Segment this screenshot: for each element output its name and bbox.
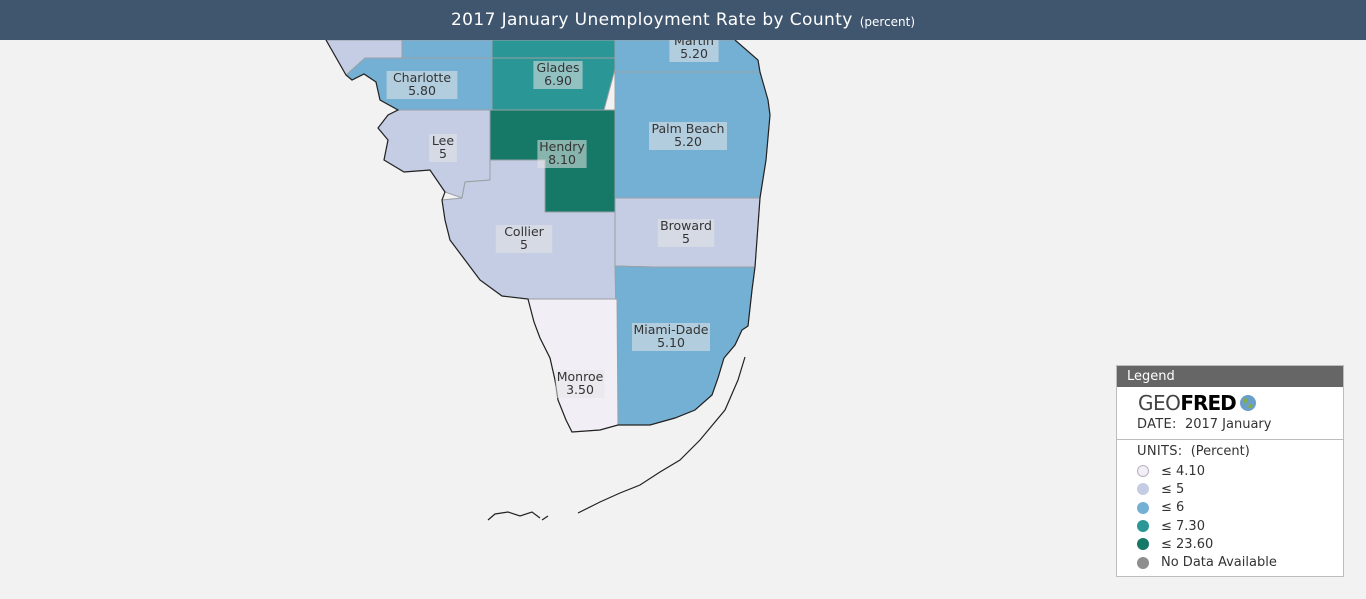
label-background — [429, 134, 457, 162]
county-value: 5 — [520, 237, 528, 252]
map-title-bar: 2017 January Unemployment Rate by County… — [0, 0, 1366, 40]
legend-bin[interactable]: ≤ 5 — [1137, 480, 1277, 498]
county-value: 5 — [682, 231, 690, 246]
county-north-mid-strip[interactable] — [401, 40, 493, 59]
county-name: Charlotte — [393, 70, 451, 85]
county-name: Monroe — [557, 369, 604, 384]
county-value: 5.80 — [408, 83, 436, 98]
legend-bins: ≤ 4.10 ≤ 5 ≤ 6 ≤ 7.30 ≤ 23.60 No Data Av… — [1137, 462, 1277, 572]
swatch-icon — [1137, 501, 1149, 514]
legend-bin[interactable]: ≤ 4.10 — [1137, 462, 1277, 480]
county-name: Collier — [504, 224, 544, 239]
legend-date: DATE: 2017 January — [1137, 417, 1272, 432]
legend-divider — [1117, 439, 1343, 440]
map-units: (percent) — [859, 15, 916, 29]
label-background — [537, 140, 587, 168]
county-value: 5.20 — [674, 134, 702, 149]
florida-keys — [487, 356, 746, 521]
legend-panel[interactable]: Legend GEO FRED DATE: 2017 January UNITS:… — [1116, 365, 1344, 577]
map-title: 2017 January Unemployment Rate by County — [450, 10, 853, 30]
geofred-logo: GEO FRED — [1138, 391, 1257, 415]
county-name: Lee — [432, 133, 454, 148]
label-background — [495, 225, 553, 253]
county-value: 8.10 — [548, 152, 576, 167]
county-name: Broward — [660, 218, 712, 233]
legend-header: Legend — [1117, 366, 1343, 387]
swatch-icon — [1137, 556, 1149, 569]
legend-bin[interactable]: ≤ 6 — [1137, 499, 1277, 517]
swatch-icon — [1137, 483, 1149, 496]
globe-icon — [1239, 395, 1256, 411]
county-value: 5.20 — [680, 46, 708, 61]
county-value: 5 — [439, 146, 447, 161]
label-background — [669, 40, 719, 62]
county-north-teal-strip[interactable] — [491, 40, 616, 59]
label-background — [555, 370, 605, 398]
county-value: 6.90 — [544, 73, 572, 88]
swatch-icon — [1137, 538, 1149, 551]
county-name: Hendry — [539, 139, 585, 154]
county-value: 5.10 — [657, 335, 685, 350]
label-background — [386, 71, 458, 99]
legend-bin[interactable]: ≤ 23.60 — [1137, 535, 1277, 553]
county-value: 3.50 — [566, 382, 594, 397]
county-name: Martin — [674, 40, 714, 48]
legend-bin[interactable]: ≤ 7.30 — [1137, 517, 1277, 535]
county-name: Glades — [537, 60, 580, 75]
legend-units: UNITS: (Percent) — [1137, 444, 1250, 459]
legend-bin[interactable]: No Data Available — [1137, 553, 1277, 571]
county-name: Palm Beach — [652, 121, 725, 136]
swatch-icon — [1137, 520, 1149, 533]
county-monroe[interactable] — [527, 298, 619, 433]
label-background — [632, 323, 710, 351]
label-background — [657, 219, 715, 247]
coastline — [325, 40, 771, 433]
label-background — [533, 61, 583, 89]
county-name: Miami-Dade — [634, 322, 709, 337]
swatch-icon — [1137, 465, 1149, 478]
label-background — [649, 122, 727, 150]
